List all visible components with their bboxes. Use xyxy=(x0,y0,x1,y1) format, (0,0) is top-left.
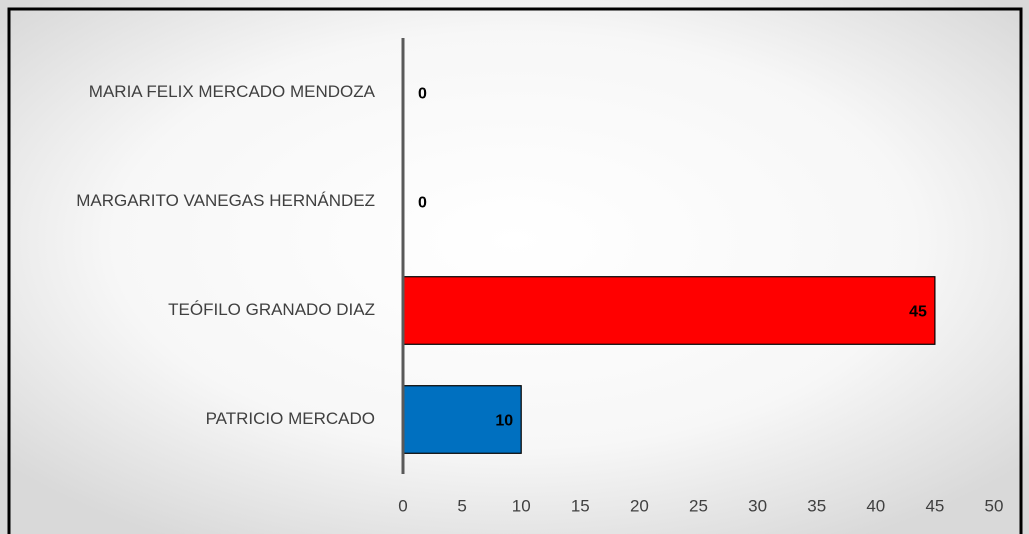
value-label: 45 xyxy=(909,304,927,321)
x-tick-label: 30 xyxy=(748,496,767,515)
x-tick-label: 20 xyxy=(630,496,649,515)
y-tick-label: TEÓFILO GRANADO DIAZ xyxy=(168,300,375,319)
x-tick-label: 45 xyxy=(925,496,944,515)
x-tick-label: 0 xyxy=(398,496,407,515)
value-label: 0 xyxy=(418,86,427,103)
x-tick-label: 15 xyxy=(571,496,590,515)
x-tick-label: 35 xyxy=(807,496,826,515)
y-tick-label: MARIA FELIX MERCADO MENDOZA xyxy=(89,82,376,101)
bar xyxy=(402,276,936,345)
value-label: 10 xyxy=(495,413,513,430)
bar xyxy=(402,385,522,454)
x-tick-label: 50 xyxy=(985,496,1004,515)
frame xyxy=(7,7,1023,534)
value-label: 0 xyxy=(418,195,427,212)
y-tick-label: PATRICIO MERCADO xyxy=(206,409,375,428)
y-tick-label: MARGARITO VANEGAS HERNÁNDEZ xyxy=(76,191,375,210)
x-tick-label: 25 xyxy=(689,496,708,515)
x-tick-label: 10 xyxy=(512,496,531,515)
x-tick-label: 40 xyxy=(866,496,885,515)
x-tick-label: 5 xyxy=(457,496,466,515)
